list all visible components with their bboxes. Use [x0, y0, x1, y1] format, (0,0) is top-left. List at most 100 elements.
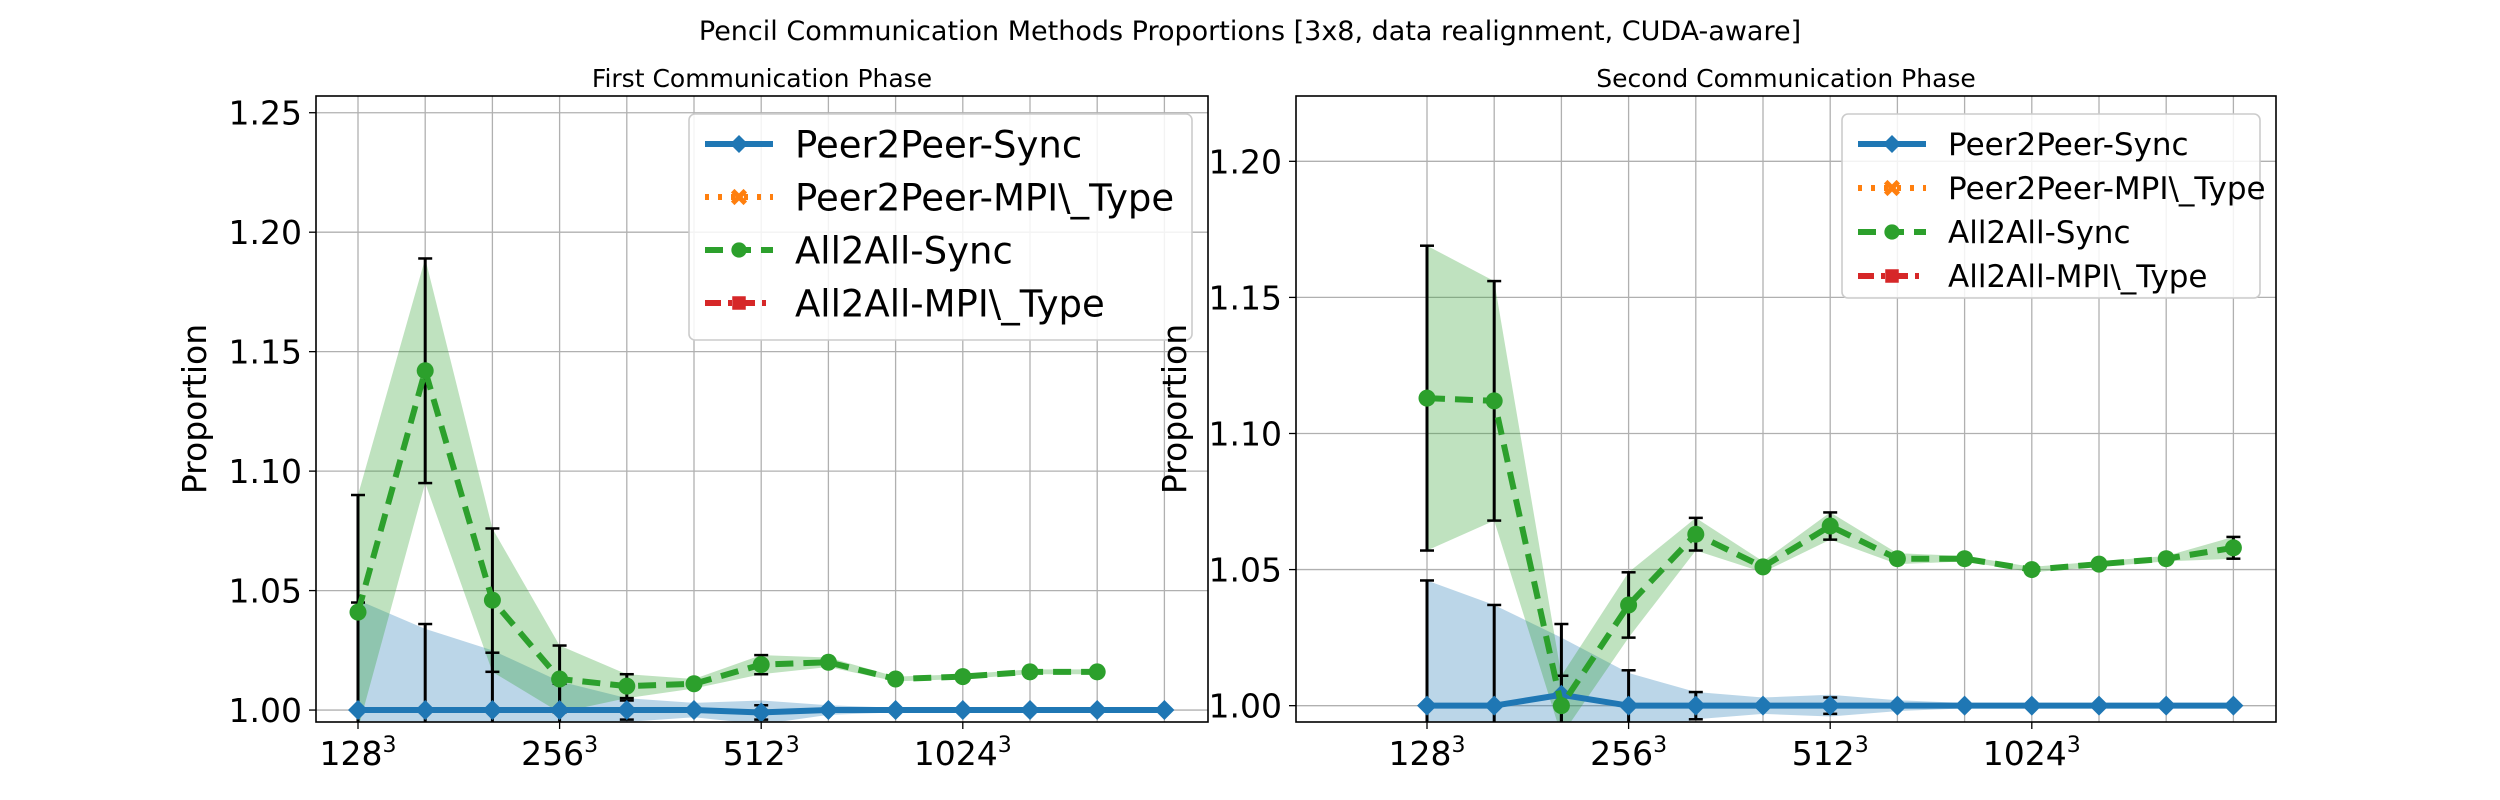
- x-tick-label: 5123: [723, 733, 800, 773]
- legend-label: Peer2Peer-Sync: [795, 123, 1082, 166]
- axes-second-phase: Second Communication Phase 1.00 1.05 1.10 1.…: [1155, 64, 2277, 773]
- legend-marker: [1883, 135, 1901, 153]
- peer2peer-sync-marker: [616, 700, 637, 721]
- legend-marker: [730, 188, 748, 206]
- legend-label: All2All-Sync: [1948, 215, 2131, 251]
- peer2peer-sync-marker: [1087, 700, 1108, 721]
- all2all-sync-marker: [1821, 517, 1839, 535]
- axes-frame: [1295, 95, 2277, 723]
- legend-marker: [730, 135, 748, 153]
- peer2peer-sync-marker: [1954, 695, 1975, 716]
- peer2peer-sync-marker: [952, 700, 973, 721]
- peer2peer-sync-marker: [1020, 700, 1040, 721]
- y-tick-label: 1.00: [229, 691, 302, 730]
- all2all-sync-marker: [349, 603, 367, 621]
- legend-box: [1841, 113, 2261, 299]
- all2all-sync-marker: [1088, 663, 1106, 681]
- peer2peer-sync-marker: [684, 700, 704, 721]
- x-tick-label: 1283: [320, 733, 397, 773]
- y-tick-label: 1.00: [1209, 687, 1282, 726]
- legend-marker: [1883, 179, 1901, 197]
- all2all-sync-marker: [1552, 697, 1570, 715]
- axes-frame: [315, 95, 1209, 723]
- peer2peer-sync-marker: [885, 700, 906, 721]
- peer2peer-sync-marker: [2156, 695, 2177, 716]
- figure-title: Pencil Communication Methods Proportions…: [699, 16, 1801, 47]
- all2all-sync-marker: [416, 362, 434, 380]
- x-tick-label: 10243: [914, 733, 1012, 773]
- peer2peer-sync-marker: [1685, 695, 1706, 716]
- peer2peer-sync-marker: [2223, 695, 2244, 716]
- plot-area: [1417, 244, 2244, 722]
- x-tick-label: 10243: [1983, 733, 2081, 773]
- x-tick-label: 2563: [521, 733, 598, 773]
- legend: Peer2Peer-Sync Peer2Peer-MPI\_Type All2All…: [1841, 113, 2266, 299]
- legend-marker: [732, 296, 746, 310]
- all2all-sync-marker: [1956, 550, 1974, 568]
- legend: Peer2Peer-Sync Peer2Peer-MPI\_Type All2All…: [688, 113, 1193, 341]
- panel-title: First Communication Phase: [592, 64, 932, 93]
- legend-label: All2All-Sync: [795, 229, 1013, 272]
- y-tick-label: 1.10: [1209, 414, 1282, 453]
- all2all-sync-marker: [2090, 555, 2108, 573]
- all2all-sync-line: [355, 359, 1098, 690]
- peer2peer-sync-marker: [482, 700, 503, 721]
- legend-label: Peer2Peer-MPI\_Type: [1948, 171, 2266, 207]
- legend-marker: [1884, 224, 1900, 240]
- all2all-sync-marker: [1485, 392, 1503, 410]
- y-tick-label: 1.05: [229, 572, 302, 611]
- all2all-sync-marker: [483, 591, 501, 609]
- legend-marker: [1885, 269, 1899, 283]
- all2all-sync-marker: [752, 656, 770, 674]
- panel-title: Second Communication Phase: [1596, 64, 1976, 93]
- all2all-sync-marker: [1620, 596, 1638, 614]
- axes-first-phase: First Communication Phase 1.00 1.05 1.10 1.1…: [175, 64, 1209, 773]
- peer2peer-sync-marker: [1820, 695, 1841, 716]
- y-axis-label: Proportion: [175, 324, 214, 494]
- all2all-sync-marker: [887, 670, 905, 688]
- all2all-sync-band: [358, 258, 1098, 722]
- all2all-sync-marker: [819, 653, 837, 671]
- peer2peer-sync-marker: [2089, 695, 2109, 716]
- y-tick-label: 1.20: [229, 213, 302, 252]
- all2all-sync-marker: [1418, 389, 1436, 407]
- peer2peer-sync-marker: [1484, 695, 1505, 716]
- all2all-sync-marker: [2224, 539, 2242, 557]
- x-tick-label: 5123: [1792, 733, 1869, 773]
- all2all-sync-marker: [954, 668, 972, 686]
- y-tick-label: 1.15: [229, 333, 302, 372]
- peer2peer-sync-marker: [1618, 695, 1639, 716]
- peer2peer-sync-marker: [348, 700, 368, 721]
- all2all-sync-marker: [551, 670, 569, 688]
- legend-marker: [731, 242, 747, 258]
- all2all-sync-marker: [1754, 558, 1772, 576]
- all2all-sync-marker: [618, 677, 636, 695]
- y-tick-label: 1.20: [1209, 142, 1282, 181]
- peer2peer-sync-marker: [751, 702, 772, 722]
- all2all-sync-marker: [1021, 663, 1039, 681]
- all2all-sync-marker: [685, 675, 703, 693]
- y-tick-label: 1.05: [1209, 551, 1282, 590]
- peer2peer-sync-marker: [818, 700, 839, 721]
- y-tick-label: 1.25: [229, 94, 302, 133]
- legend-label: All2All-MPI\_Type: [795, 282, 1105, 325]
- legend-box: [688, 113, 1193, 341]
- y-axis-label: Proportion: [1155, 324, 1194, 494]
- x-tick-label: 1283: [1389, 733, 1466, 773]
- legend-label: All2All-MPI\_Type: [1948, 259, 2208, 295]
- peer2peer-sync-marker: [1887, 695, 1908, 716]
- peer2peer-sync-marker: [1154, 700, 1175, 721]
- peer2peer-sync-marker: [1753, 695, 1773, 716]
- y-tick-label: 1.15: [1209, 278, 1282, 317]
- peer2peer-sync-marker: [2021, 695, 2042, 716]
- peer2peer-sync-marker: [1417, 695, 1437, 716]
- legend-label: Peer2Peer-Sync: [1948, 127, 2189, 163]
- x-tick-label: 2563: [1590, 733, 1667, 773]
- legend-label: Peer2Peer-MPI\_Type: [795, 176, 1174, 219]
- all2all-sync-marker: [2023, 561, 2041, 579]
- plot-area: [348, 257, 1175, 722]
- all2all-sync-marker: [1687, 525, 1705, 543]
- peer2peer-sync-marker: [415, 700, 436, 721]
- all2all-sync-marker: [2157, 550, 2175, 568]
